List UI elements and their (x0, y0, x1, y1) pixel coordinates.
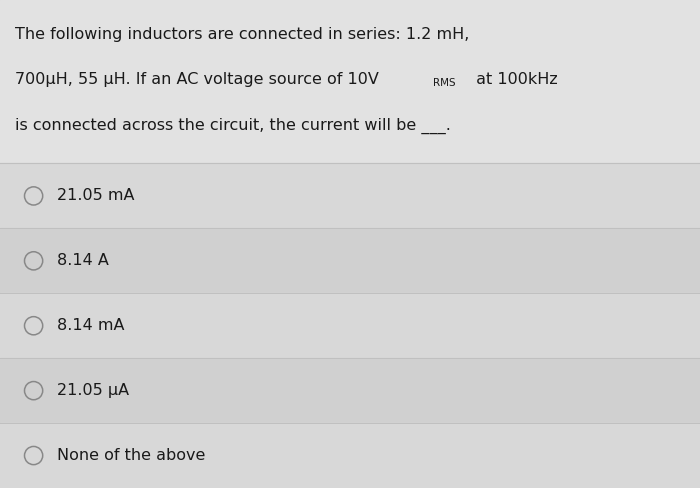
Bar (0, 293, 700, 358)
Text: 700μH, 55 μH. If an AC voltage source of 10V: 700μH, 55 μH. If an AC voltage source of… (15, 72, 379, 87)
Text: 21.05 μA: 21.05 μA (57, 383, 130, 398)
Bar (0, 228, 700, 293)
Bar (0, 163, 700, 228)
Text: 21.05 mA: 21.05 mA (57, 188, 135, 203)
Bar (0, 423, 700, 488)
Bar (0, 358, 700, 423)
Text: None of the above: None of the above (57, 448, 206, 463)
Text: The following inductors are connected in series: 1.2 mH,: The following inductors are connected in… (15, 27, 470, 42)
Text: at 100kHz: at 100kHz (471, 72, 558, 87)
Text: 8.14 mA: 8.14 mA (57, 318, 125, 333)
Text: RMS: RMS (433, 78, 455, 88)
Text: is connected across the circuit, the current will be ___.: is connected across the circuit, the cur… (15, 118, 452, 134)
Bar (0, 0, 700, 163)
Text: 8.14 A: 8.14 A (57, 253, 109, 268)
